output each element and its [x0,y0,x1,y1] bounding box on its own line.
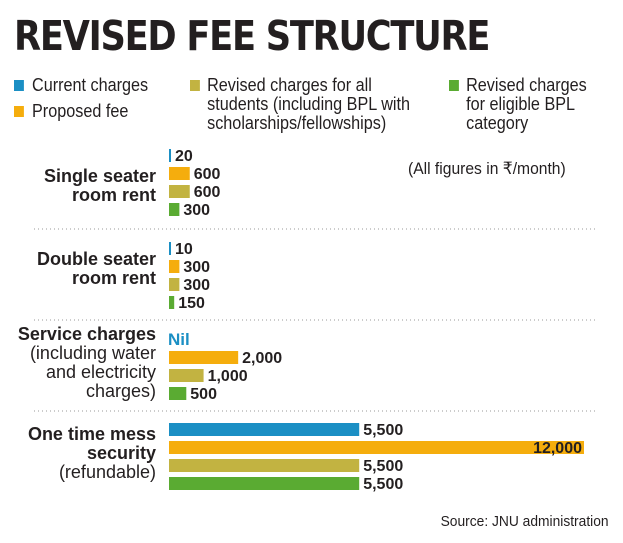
bar-double-seater-s0 [169,242,171,255]
value-label-service-charges-s0: Nil [168,330,190,349]
category-label-service-charges: and electricity [46,362,156,382]
value-label-mess-security-s2: 5,500 [363,458,403,475]
value-label-mess-security-s1: 12,000 [533,440,582,457]
bar-single-seater-s2 [169,185,190,198]
category-label-double-seater: Double seater [37,249,156,269]
value-label-double-seater-s0: 10 [175,241,193,258]
legend-swatch-revised-bpl [449,80,459,91]
legend-label-proposed: Proposed fee [32,101,129,121]
category-label-single-seater: Single seater [44,166,156,186]
category-label-double-seater: room rent [72,268,156,288]
bar-single-seater-s1 [169,167,190,180]
value-label-single-seater-s2: 600 [194,184,221,201]
bar-mess-security-s2 [169,459,360,472]
bar-double-seater-s3 [169,296,175,309]
value-label-double-seater-s1: 300 [183,259,210,276]
legend-label-revised-all: Revised charges for all students (includ… [207,75,411,133]
legend-swatch-proposed [14,106,24,117]
value-label-single-seater-s1: 600 [194,166,221,183]
value-label-service-charges-s2: 1,000 [208,368,248,385]
value-label-single-seater-s0: 20 [175,148,193,165]
value-label-service-charges-s3: 500 [190,386,217,403]
category-label-service-charges: Service charges [18,324,156,344]
bar-mess-security-s3 [169,477,360,490]
chart-title: REVISED FEE STRUCTURE [14,12,490,60]
bar-service-charges-s3 [169,387,187,400]
bar-mess-security-s1 [169,441,584,454]
bar-double-seater-s1 [169,260,180,273]
bar-single-seater-s0 [169,149,171,162]
bar-double-seater-s2 [169,278,180,291]
category-label-mess-security: security [87,443,156,463]
bar-single-seater-s3 [169,203,180,216]
units-note: (All figures in ₹/month) [408,159,566,178]
legend-label-current: Current charges [32,75,149,95]
legend-swatch-revised-all [190,80,200,91]
value-label-double-seater-s2: 300 [183,277,210,294]
source-note: Source: JNU administration [441,513,609,530]
value-label-mess-security-s3: 5,500 [363,476,403,493]
bar-service-charges-s1 [169,351,239,364]
category-label-service-charges: charges) [86,381,156,401]
legend-label-revised-bpl: Revised charges for eligible BPL categor… [466,75,587,133]
category-label-mess-security: One time mess [28,424,156,444]
category-label-service-charges: (including water [30,343,156,363]
bar-service-charges-s2 [169,369,204,382]
value-label-mess-security-s0: 5,500 [363,422,403,439]
category-label-mess-security: (refundable) [59,462,156,482]
value-label-single-seater-s3: 300 [183,202,210,219]
category-label-single-seater: room rent [72,185,156,205]
value-label-service-charges-s1: 2,000 [242,350,282,367]
bar-mess-security-s0 [169,423,360,436]
legend-swatch-current [14,80,24,91]
value-label-double-seater-s3: 150 [178,295,205,312]
